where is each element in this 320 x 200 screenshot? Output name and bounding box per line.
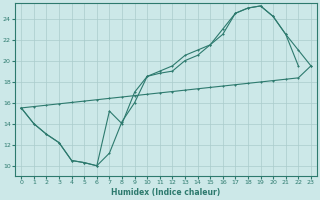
X-axis label: Humidex (Indice chaleur): Humidex (Indice chaleur) (111, 188, 221, 197)
